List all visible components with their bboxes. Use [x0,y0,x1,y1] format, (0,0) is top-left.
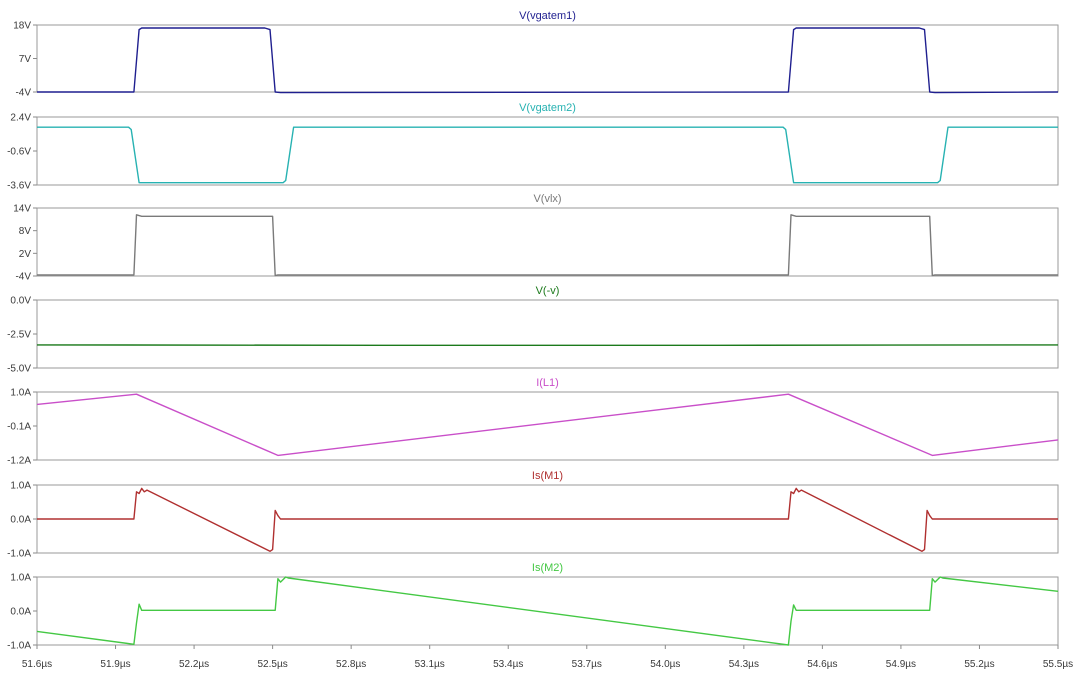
series-line-V(vgatem2) [37,126,1058,184]
y-tick-label: 8V [19,226,32,237]
panel-frame [36,116,1059,186]
y-tick-label: -3.6V [7,181,31,192]
x-tick-label: 54.0µs [650,659,680,670]
y-tick-label: 2.4V [10,113,31,124]
y-tick-label: -1.0A [7,641,31,652]
x-tick-label: 52.8µs [336,659,366,670]
y-tick-label: -0.6V [7,147,31,158]
y-tick-label: -2.5V [7,330,31,341]
x-tick-label: 51.6µs [22,659,52,670]
y-tick-label: 1.0A [10,573,31,584]
panel-frame [36,299,1059,369]
x-tick-label: 52.2µs [179,659,209,670]
y-tick-label: -5.0V [7,364,31,375]
x-tick-label: 54.6µs [807,659,837,670]
series-line-I(L1) [36,393,1059,457]
y-tick-label: -4V [15,272,31,283]
series-line-Is(M1) [37,487,1058,552]
panel-title: I(L1) [536,377,559,389]
panel-4: 0.0V -2.5V -5.0V V(-v) [7,285,1059,375]
x-tick-label: 55.5µs [1043,659,1073,670]
panel-5: 1.0A -0.1A -1.2A I(L1) [7,377,1059,467]
panel-title: V(vlx) [533,193,561,205]
panel-6: 1.0A 0.0A -1.0A Is(M1) [7,470,1059,560]
panel-title: Is(M2) [532,562,563,574]
x-tick-label: 53.7µs [572,659,602,670]
x-tick-label: 52.5µs [257,659,287,670]
panel-frame [36,24,1059,93]
panel-3: 14V 8V 2V -4V V(vlx) [13,193,1059,283]
x-tick-label: 51.9µs [100,659,130,670]
series-line-V(vgatem1) [37,27,1059,94]
y-tick-label: 7V [19,54,32,65]
y-tick-label: 0.0A [10,515,31,526]
y-tick-label: -4V [15,88,31,99]
x-tick-label: 54.9µs [886,659,916,670]
y-tick-label: -1.0A [7,549,31,560]
y-tick-label: 18V [13,21,31,32]
x-tick-label: 53.1µs [415,659,445,670]
panel-1: 18V 7V -4V V(vgatem1) [13,10,1059,99]
panel-title: V(-v) [536,285,560,297]
x-tick-label: 53.4µs [493,659,523,670]
panel-2: 2.4V -0.6V -3.6V V(vgatem2) [7,102,1059,192]
y-tick-label: 0.0V [10,296,31,307]
x-tick-label: 55.2µs [964,659,994,670]
y-tick-label: 0.0A [10,607,31,618]
panel-7: 1.0A 0.0A -1.0A Is(M2) 51.6µs 51.9µs 52.2µs 52.… [7,562,1073,670]
panel-title: V(vgatem1) [519,10,576,22]
series-line-Is(M2) [36,576,1059,646]
panel-frame [36,207,1059,277]
x-tick-label: 54.3µs [729,659,759,670]
panel-title: V(vgatem2) [519,102,576,114]
y-tick-label: 2V [19,249,32,260]
y-tick-label: -0.1A [7,422,31,433]
panel-frame [36,391,1059,461]
y-tick-label: 14V [13,204,31,215]
series-line-V(vlx) [37,214,1058,277]
y-tick-label: 1.0A [10,481,31,492]
panel-title: Is(M1) [532,470,563,482]
y-tick-label: 1.0A [10,388,31,399]
y-tick-label: -1.2A [7,456,31,467]
